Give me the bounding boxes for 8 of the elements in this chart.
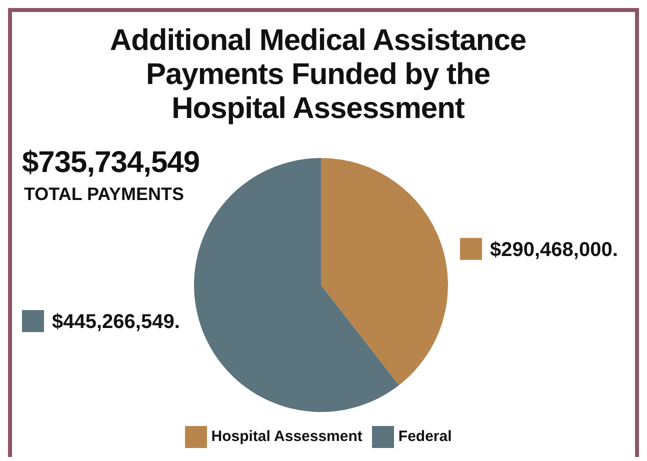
data-label: $290,468,000. [490,238,618,261]
legend-label: Hospital Assessment [211,428,362,446]
data-label: $445,266,549. [52,311,180,334]
text: TOTAL PAYMENTS [24,184,184,205]
legend-label: Federal [398,428,452,446]
chart-title: Additional Medical Assistance Payments Funded by the Hospital Assessment [108,24,528,126]
pie-slice [321,158,448,386]
text: $735,734,549 [22,146,200,180]
